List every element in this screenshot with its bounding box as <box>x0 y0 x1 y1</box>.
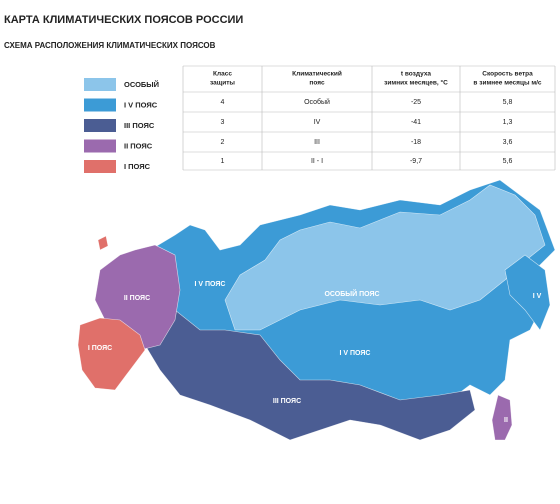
legend-swatch <box>84 139 116 153</box>
legend-label: III ПОЯС <box>124 121 155 130</box>
table-cell: 2 <box>221 139 225 146</box>
map-label: I V ПОЯС <box>340 350 371 357</box>
map-label: I V ПОЯС <box>195 281 226 288</box>
table-cell: IV <box>314 119 321 126</box>
legend-label: II ПОЯС <box>124 141 153 150</box>
map-label: III ПОЯС <box>273 398 301 405</box>
map-label: I V <box>533 293 542 300</box>
table-cell: 4 <box>221 99 225 106</box>
map-label: I ПОЯС <box>88 345 112 352</box>
table-cell: 1 <box>221 158 225 165</box>
table-header: пояс <box>309 80 325 87</box>
map-label: II <box>504 417 508 424</box>
table-header: зимних месяцев, °С <box>384 79 448 87</box>
table-cell: 1,3 <box>503 119 513 126</box>
table-header: t воздуха <box>401 71 432 78</box>
legend-swatch <box>84 78 116 91</box>
region <box>504 254 551 331</box>
region <box>97 235 109 251</box>
map-label: II ПОЯС <box>124 295 150 302</box>
region <box>224 184 546 331</box>
table-cell: -9,7 <box>410 158 422 165</box>
legend-label: ОСОБЫЙ <box>124 80 159 89</box>
region <box>77 317 146 391</box>
table-cell: -25 <box>411 99 421 106</box>
legend-label: I V ПОЯС <box>124 100 158 109</box>
table-cell: 5,6 <box>503 158 513 165</box>
subtitle: СХЕМА РАСПОЛОЖЕНИЯ КЛИМАТИЧЕСКИХ ПОЯСОВ <box>4 41 216 50</box>
table-cell: -41 <box>411 119 421 126</box>
title: КАРТА КЛИМАТИЧЕСКИХ ПОЯСОВ РОССИИ <box>4 14 243 26</box>
legend-swatch <box>84 98 116 112</box>
table-header: защиты <box>210 80 235 87</box>
legend-label: I ПОЯС <box>124 162 151 171</box>
region <box>144 299 476 441</box>
table-cell: -18 <box>411 139 421 146</box>
map-label: ОСОБЫЙ ПОЯС <box>324 289 379 298</box>
table-cell: 3,6 <box>503 139 513 146</box>
table-header: в зимнее месяцы м/с <box>473 80 542 87</box>
table-header: Климатический <box>292 70 342 78</box>
table-header: Класс <box>213 71 232 78</box>
table-cell: 5,8 <box>503 99 513 106</box>
region <box>491 394 513 441</box>
table-cell: III <box>314 139 320 146</box>
table-cell: 3 <box>221 119 225 126</box>
legend-swatch <box>84 160 116 173</box>
table-cell: Особый <box>304 98 330 106</box>
legend-swatch <box>84 119 116 132</box>
table-header: Скорость ветра <box>482 71 533 78</box>
table-cell: II - I <box>311 158 323 165</box>
